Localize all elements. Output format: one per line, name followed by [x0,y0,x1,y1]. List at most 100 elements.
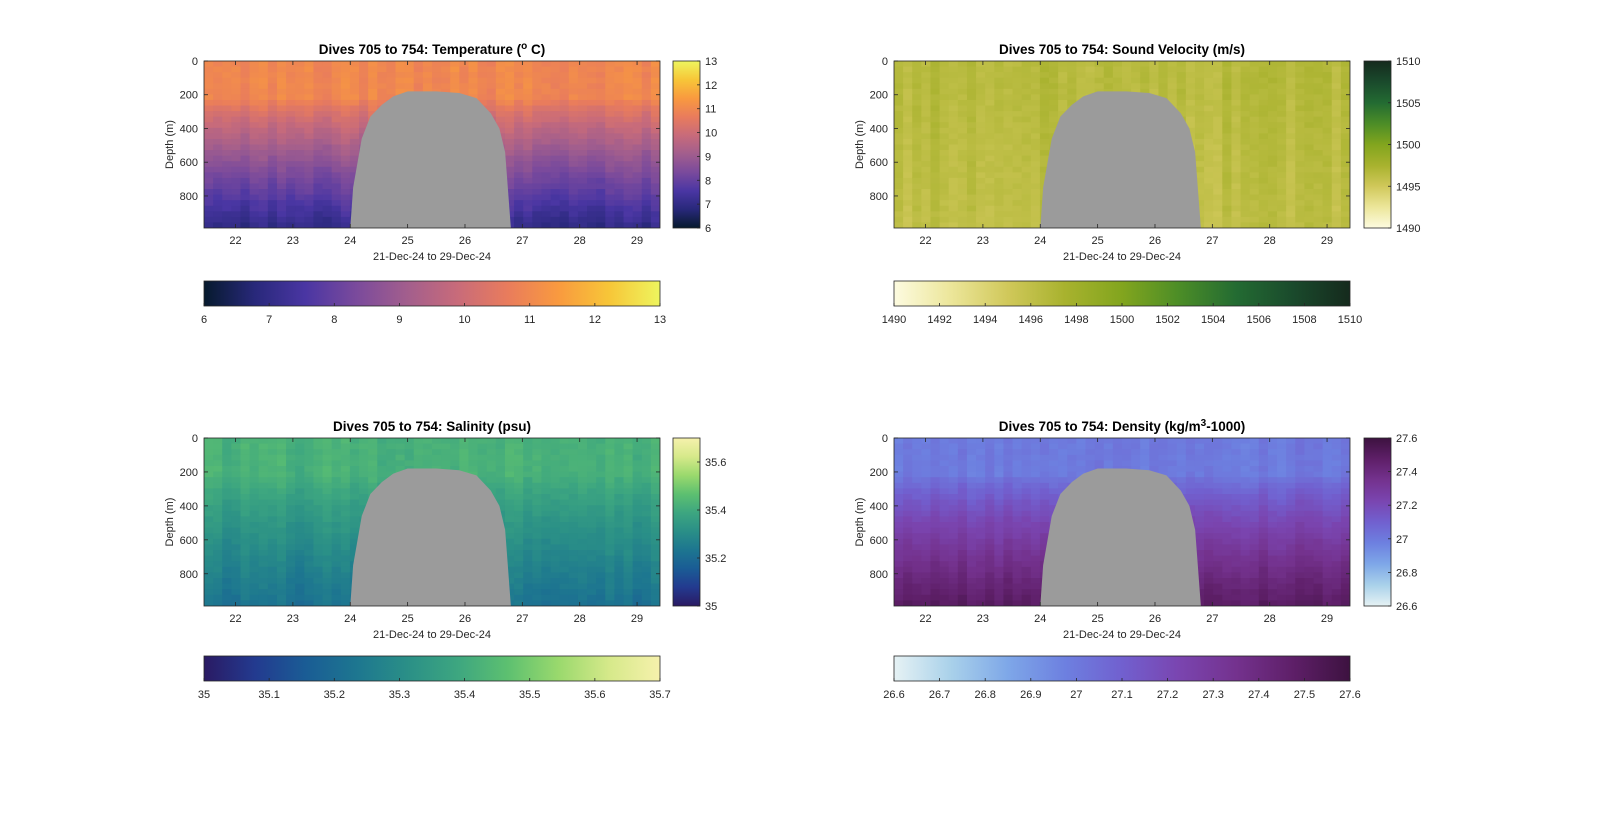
heatmap-cell [340,177,351,185]
heatmap-cell [559,133,570,140]
heatmap-cell [204,494,214,501]
heatmap-cell [1286,77,1296,84]
heatmap-cell [514,561,524,568]
heatmap-cell [1240,172,1251,179]
heatmap-cell [614,538,625,545]
heatmap-cell [295,161,305,168]
heatmap-cell [276,572,287,579]
heatmap-cell [903,172,913,179]
heatmap-cell [1194,138,1205,146]
heatmap-cell [249,561,260,568]
heatmap-cell [939,488,950,495]
heatmap-cell [596,161,606,168]
heatmap-cell [295,122,305,129]
heatmap-cell [605,454,615,461]
heatmap-cell [240,550,251,557]
x-tick-label: 23 [287,613,299,625]
heatmap-cell [559,122,570,129]
colorbar-side-tick-label: 1510 [1396,56,1420,68]
heatmap-cell [957,510,968,517]
heatmap-cell [966,538,977,545]
heatmap-cell [340,449,351,456]
colorbar-bottom-tick-label: 35.1 [258,689,279,701]
heatmap-cell [276,111,287,118]
heatmap-cell [222,138,232,146]
heatmap-cell [550,522,561,529]
heatmap-cell [1249,122,1260,129]
heatmap-cell [1313,72,1324,79]
heatmap-cell [331,72,342,79]
heatmap-cell [587,205,597,212]
heatmap-cell [459,454,470,461]
heatmap-cell [331,111,342,118]
heatmap-cell [340,482,351,489]
heatmap-cell [468,454,479,461]
heatmap-cell [1249,61,1260,68]
heatmap-cell [504,572,515,579]
heatmap-cell [1021,211,1032,218]
heatmap-cell [267,516,278,523]
heatmap-cell [577,150,588,157]
heatmap-cell [276,555,287,562]
heatmap-cell [903,61,913,68]
heatmap-cell [486,454,497,461]
heatmap-cell [921,138,932,146]
heatmap-cell [1258,105,1269,112]
heatmap-cell [240,94,251,101]
heatmap-cell [258,522,269,529]
chart-title: Dives 705 to 754: Sound Velocity (m/s) [999,42,1245,57]
heatmap-cell [213,133,223,140]
heatmap-cell [1213,99,1223,107]
heatmap-cell [623,533,634,540]
heatmap-cell [276,510,287,517]
heatmap-cell [258,99,269,107]
heatmap-cell [368,471,378,478]
heatmap-cell [596,516,606,523]
heatmap-cell [623,499,634,506]
heatmap-cell [976,177,986,185]
heatmap-cell [614,522,625,529]
heatmap-cell [568,150,579,157]
heatmap-cell [359,488,369,495]
heatmap-cell [258,583,269,590]
heatmap-cell [359,499,369,506]
heatmap-cell [322,600,333,606]
heatmap-cell [1012,138,1023,146]
heatmap-cell [1176,111,1187,118]
heatmap-cell [404,449,415,456]
heatmap-cell [894,222,904,228]
heatmap-cell [641,533,652,540]
heatmap-cell [413,61,424,68]
heatmap-cell [222,589,232,596]
heatmap-cell [295,600,305,606]
heatmap-cell [468,77,479,84]
heatmap-cell [523,477,533,484]
colorbar-bottom-tick-label: 1494 [973,314,997,326]
heatmap-cell [240,144,251,151]
heatmap-cell [921,589,932,596]
heatmap-cell [605,105,615,112]
heatmap-cell [267,211,278,218]
heatmap-cell [222,211,232,218]
heatmap-cell [930,505,941,512]
heatmap-cell [614,533,625,540]
colorbar-bottom-tick-label: 1502 [1155,314,1179,326]
heatmap-cell [304,138,315,146]
heatmap-cell [650,594,660,601]
heatmap-cell [541,561,552,568]
heatmap-cell [231,150,242,157]
heatmap-cell [1231,122,1242,129]
heatmap-cell [286,133,296,140]
heatmap-cell [948,72,959,79]
heatmap-cell [650,194,660,201]
heatmap-cell [930,538,941,545]
heatmap-cell [605,482,615,489]
heatmap-cell [532,449,543,456]
heatmap-cell [577,155,588,162]
heatmap-cell [948,555,959,562]
heatmap-cell [322,166,333,173]
heatmap-cell [1058,94,1068,101]
heatmap-cell [985,200,995,207]
heatmap-cell [559,172,570,179]
heatmap-cell [1267,116,1278,123]
